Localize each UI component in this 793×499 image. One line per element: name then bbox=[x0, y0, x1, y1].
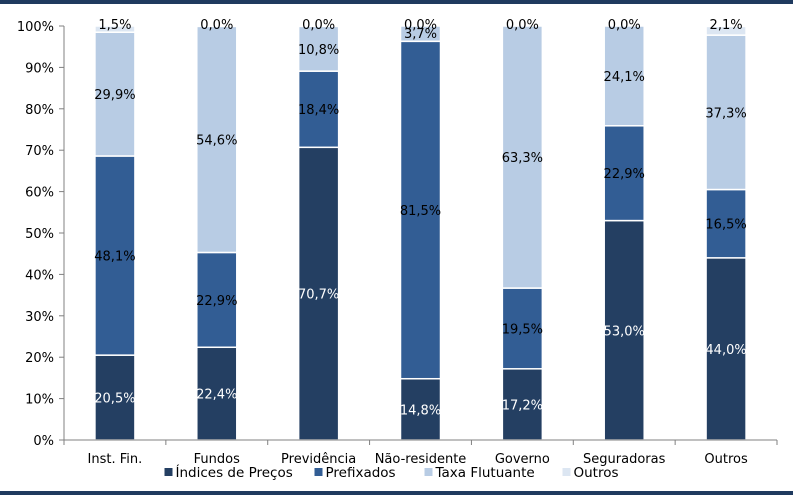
legend-swatch bbox=[314, 468, 323, 476]
x-tick-label: Fundos bbox=[194, 452, 240, 467]
legend-label: Taxa Flutuante bbox=[435, 465, 535, 481]
legend-swatch bbox=[164, 468, 173, 476]
data-label: 0,0% bbox=[302, 18, 335, 33]
y-axis: 0% 10% 20% 30% 40% 50% 60% 70% 80% 90% 100% bbox=[17, 20, 65, 449]
y-tick-label: 60% bbox=[25, 186, 54, 201]
x-tick-label: Inst. Fin. bbox=[88, 452, 143, 467]
y-tick-label: 100% bbox=[17, 20, 54, 35]
bar-segment bbox=[705, 188, 747, 259]
data-label: 17,2% bbox=[502, 398, 543, 413]
data-label: 18,4% bbox=[298, 103, 339, 118]
legend-label: Outros bbox=[574, 465, 619, 481]
x-tick-label: Outros bbox=[704, 452, 748, 467]
y-tick-label: 30% bbox=[25, 310, 54, 325]
data-label: 1,5% bbox=[98, 18, 131, 33]
y-tick-label: 80% bbox=[25, 103, 54, 118]
data-label: 0,0% bbox=[200, 18, 233, 33]
data-label: 81,5% bbox=[400, 204, 441, 219]
bar-segment bbox=[94, 354, 136, 441]
legend-label: Prefixados bbox=[326, 465, 396, 481]
x-tick-label: Previdência bbox=[281, 452, 356, 467]
data-label: 63,3% bbox=[502, 151, 543, 166]
data-label: 2,1% bbox=[710, 18, 743, 33]
data-label: 44,0% bbox=[705, 343, 746, 358]
bar-segment bbox=[196, 25, 238, 254]
y-tick-label: 90% bbox=[25, 61, 54, 76]
data-label: 24,1% bbox=[604, 70, 645, 85]
data-label: 14,8% bbox=[400, 403, 441, 418]
data-label: 20,5% bbox=[94, 392, 135, 407]
x-tick-label: Não-residente bbox=[375, 452, 467, 467]
stacked-bar-chart: 0% 10% 20% 30% 40% 50% 60% 70% 80% 90% 100% Inst. … bbox=[17, 18, 778, 481]
data-label: 48,1% bbox=[94, 250, 135, 265]
data-label: 70,7% bbox=[298, 288, 339, 303]
legend: Índices de Preços Prefixados Taxa Flutuant… bbox=[164, 464, 619, 481]
bar-segment bbox=[297, 25, 340, 72]
bar-segment bbox=[501, 25, 544, 289]
x-tick-label: Governo bbox=[495, 452, 550, 467]
bar-segment bbox=[603, 219, 645, 441]
data-label: 0,0% bbox=[506, 18, 539, 33]
bar-segment bbox=[603, 125, 645, 222]
x-tick-label: Seguradoras bbox=[583, 452, 666, 467]
bar-segment bbox=[705, 25, 747, 36]
data-label: 37,3% bbox=[705, 106, 746, 121]
data-label: 3,7% bbox=[404, 27, 437, 42]
bar-segment bbox=[603, 25, 645, 127]
data-label: 29,9% bbox=[94, 88, 135, 103]
y-tick-label: 20% bbox=[25, 351, 54, 366]
bar-segment bbox=[297, 70, 340, 149]
data-label: 16,5% bbox=[705, 218, 746, 233]
data-label: 22,9% bbox=[604, 167, 645, 182]
data-label: 22,4% bbox=[196, 388, 237, 403]
bars-group bbox=[94, 25, 747, 441]
bar-segment bbox=[399, 377, 442, 441]
x-axis: Inst. Fin. Fundos Previdência Não-residente… bbox=[63, 439, 778, 467]
data-label: 0,0% bbox=[608, 18, 641, 33]
bar-segment bbox=[297, 146, 340, 441]
y-tick-label: 10% bbox=[25, 393, 54, 408]
data-label: 0,0% bbox=[404, 18, 437, 33]
data-label: 22,9% bbox=[196, 294, 237, 309]
bar-segment bbox=[94, 25, 136, 33]
legend-swatch bbox=[562, 468, 571, 476]
data-label: 54,6% bbox=[196, 133, 237, 148]
y-tick-label: 40% bbox=[25, 268, 54, 283]
bar-segment bbox=[705, 257, 747, 441]
y-tick-label: 70% bbox=[25, 144, 54, 159]
data-label: 19,5% bbox=[502, 322, 543, 337]
legend-label: Índices de Preços bbox=[176, 464, 293, 481]
data-label: 10,8% bbox=[298, 43, 339, 58]
bar-segment bbox=[399, 40, 442, 380]
bar-segment bbox=[399, 25, 442, 43]
y-tick-label: 50% bbox=[25, 227, 54, 242]
y-tick-label: 0% bbox=[33, 434, 54, 449]
data-label: 53,0% bbox=[604, 324, 645, 339]
data-labels-group: 20,5% 48,1% 29,9% 1,5% 22,4% 22,9% 54,6% 0,0% 70… bbox=[94, 18, 746, 418]
legend-swatch bbox=[424, 468, 433, 476]
